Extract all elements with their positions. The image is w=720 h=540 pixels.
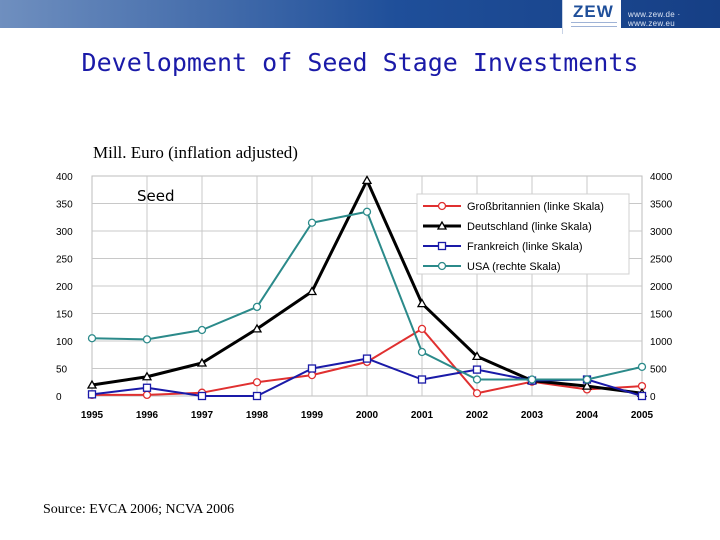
data-point [142, 335, 152, 344]
data-point [582, 375, 592, 384]
data-point [307, 218, 317, 227]
data-point [527, 375, 537, 384]
y-left-tick-label: 400 [56, 172, 73, 183]
y-right-tick-label: 3500 [650, 200, 673, 211]
source-note: Source: EVCA 2006; NCVA 2006 [43, 502, 235, 517]
line-chart: 0 50 100 150 200 250 300 350 400 1995 1996 1997 1998… [56, 172, 673, 421]
x-tick-label: 2003 [521, 410, 544, 421]
legend-marker [437, 201, 447, 211]
data-point [361, 175, 373, 185]
data-point [196, 357, 208, 367]
y-right-tick-label: 2500 [650, 255, 673, 266]
x-tick-label: 2005 [631, 410, 654, 421]
data-point [307, 364, 317, 373]
logo-text: ZEW [573, 2, 614, 21]
y-right-tick-label: 3000 [650, 227, 673, 238]
legend-marker [437, 261, 447, 271]
data-point [87, 334, 97, 343]
y-left-tick-label: 250 [56, 255, 73, 266]
x-tick-label: 1997 [191, 410, 214, 421]
y-right-tick-label: 500 [650, 365, 667, 376]
seed-annotation: Seed [137, 187, 175, 205]
data-point [471, 351, 483, 361]
x-tick-label: 2000 [356, 410, 379, 421]
y-right-tick-label: 1500 [650, 310, 673, 321]
data-point [362, 207, 372, 216]
x-tick-label: 2001 [411, 410, 434, 421]
x-tick-label: 1995 [81, 410, 104, 421]
legend-label: Deutschland (linke Skala) [467, 221, 592, 233]
data-point [252, 302, 262, 312]
data-point [252, 378, 262, 387]
axes: 0 50 100 150 200 250 300 350 400 1995 1996 1997 1998… [56, 172, 673, 421]
zew-logo: ZEW [562, 0, 621, 34]
data-point [472, 389, 482, 398]
x-tick-label: 2002 [466, 410, 489, 421]
x-tick-label: 2004 [576, 410, 599, 421]
y-right-tick-label: 0 [650, 392, 656, 403]
y-left-tick-label: 200 [56, 282, 73, 293]
site-url: www.zew.de · www.zew.eu [628, 10, 681, 28]
chart-subtitle: Mill. Euro (inflation adjusted) [93, 143, 298, 162]
data-point [141, 371, 153, 381]
data-point [197, 325, 207, 335]
legend-box [416, 193, 630, 275]
data-point [472, 365, 482, 374]
series-lines [86, 175, 648, 401]
data-point [581, 380, 593, 390]
data-point [142, 390, 152, 400]
legend-label: USA (rechte Skala) [467, 261, 561, 273]
data-point [472, 375, 482, 384]
data-point [142, 383, 152, 392]
data-point [252, 391, 262, 401]
legend-label: Großbritannien (linke Skala) [467, 201, 604, 213]
legend-marker [437, 241, 447, 251]
data-point [306, 286, 318, 296]
data-point [637, 362, 647, 372]
y-left-tick-label: 100 [56, 337, 73, 348]
y-left-tick-label: 0 [56, 392, 62, 403]
data-point [416, 298, 428, 308]
data-point [417, 324, 427, 334]
data-point [86, 379, 98, 389]
y-right-tick-label: 2000 [650, 282, 673, 293]
y-right-tick-label: 1000 [650, 337, 673, 348]
y-left-tick-label: 350 [56, 200, 73, 211]
y-left-tick-label: 150 [56, 310, 73, 321]
x-tick-label: 1996 [136, 410, 159, 421]
x-tick-label: 1999 [301, 410, 324, 421]
legend-label: Frankreich (linke Skala) [467, 241, 583, 253]
y-left-tick-label: 50 [56, 365, 68, 376]
y-left-tick-label: 300 [56, 227, 73, 238]
slide-title: Development of Seed Stage Investments [81, 48, 639, 77]
data-point [87, 390, 97, 399]
data-point [637, 391, 647, 401]
legend-marker [436, 220, 448, 230]
x-tick-label: 1998 [246, 410, 269, 421]
legend: Großbritannien (linke Skala) Deutschland … [416, 193, 630, 275]
y-right-tick-label: 4000 [650, 172, 673, 183]
data-point [417, 375, 427, 384]
logo-underline [571, 22, 617, 27]
data-point [417, 347, 427, 357]
data-point [197, 391, 207, 401]
data-point [362, 354, 372, 363]
data-point [251, 323, 263, 333]
